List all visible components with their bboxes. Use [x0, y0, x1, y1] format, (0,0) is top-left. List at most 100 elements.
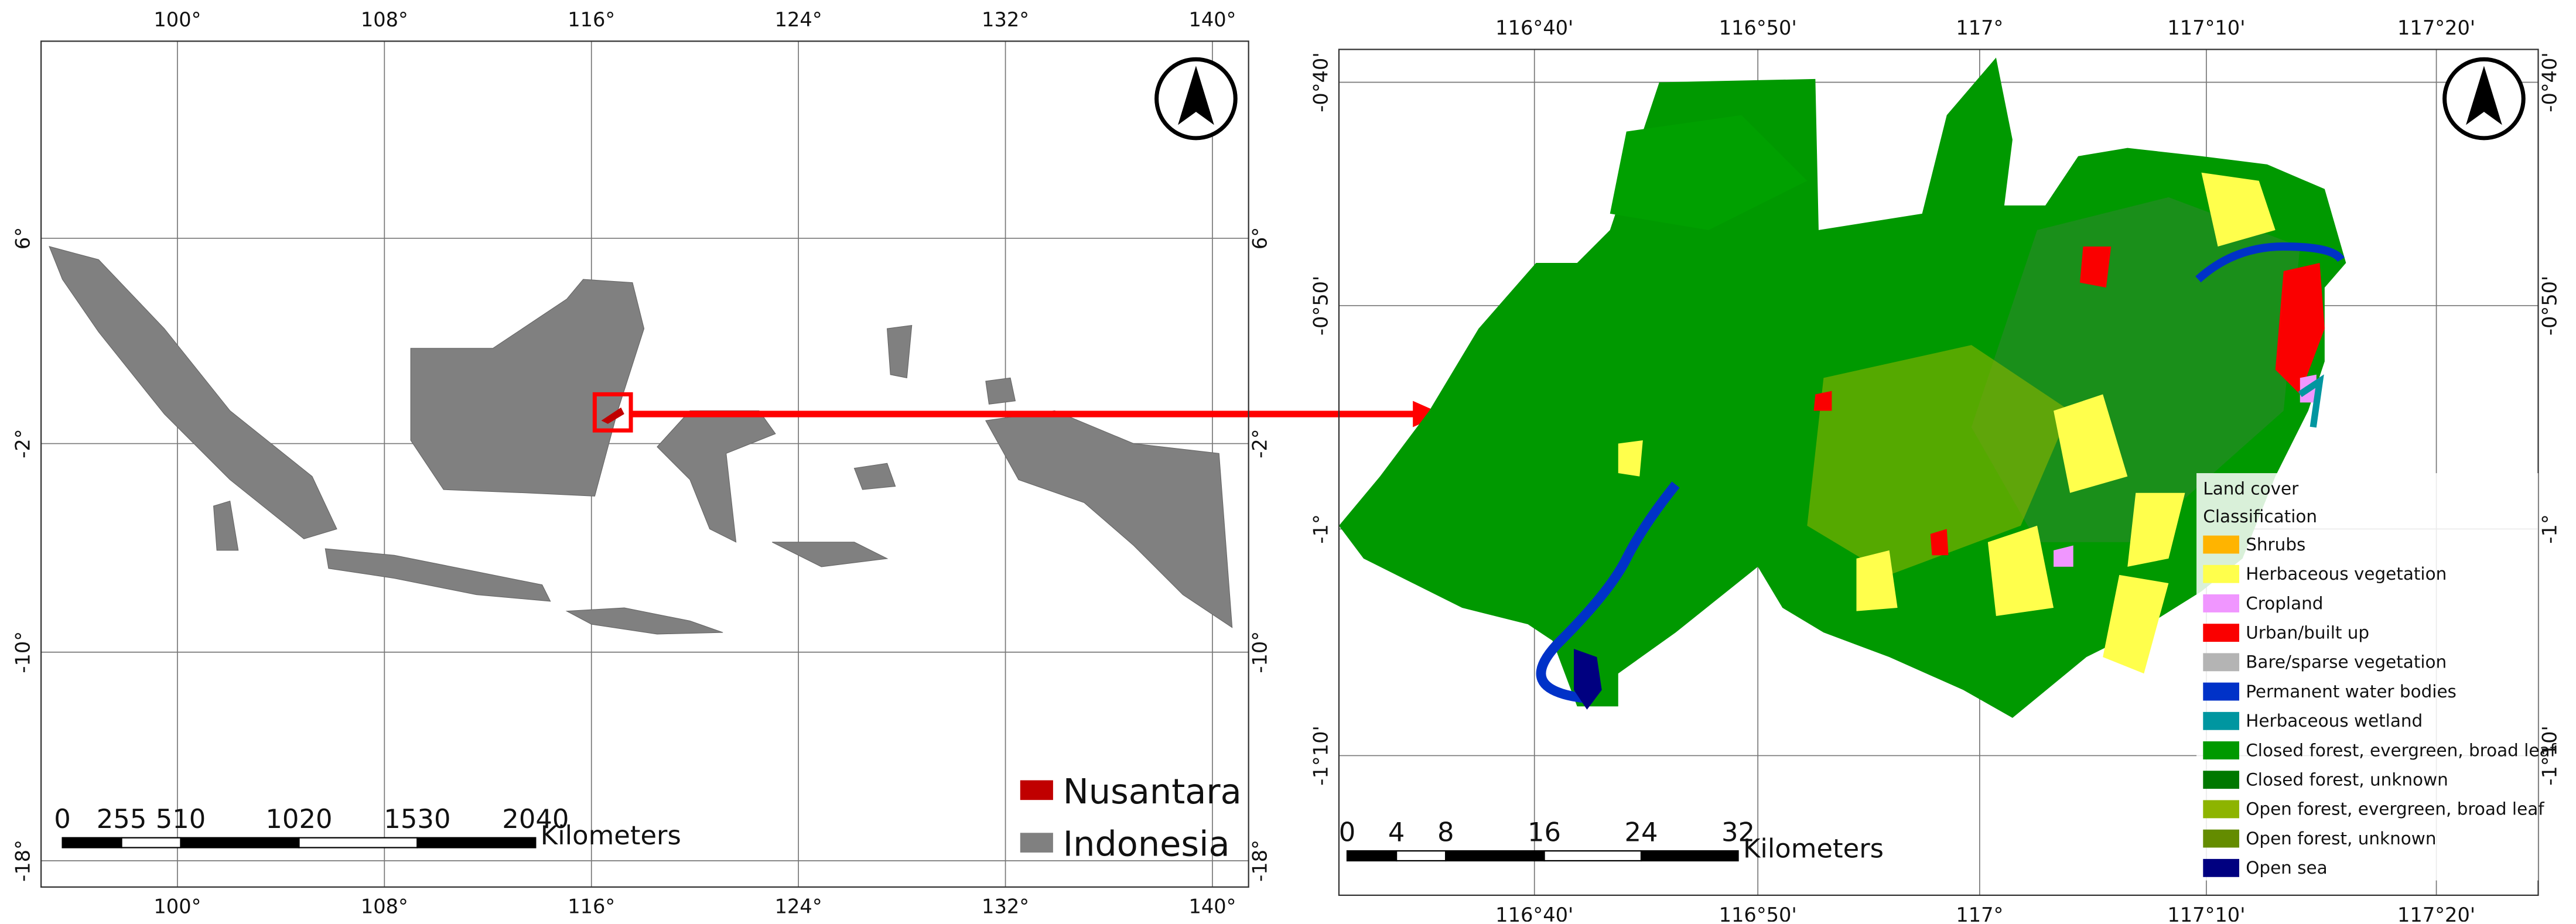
scale-bar-segment [1640, 850, 1739, 862]
lat-tick-label: 6° [11, 227, 34, 249]
lat-tick-label: -18° [1249, 840, 1272, 882]
lon-tick-label: 116°40' [1495, 904, 1573, 922]
lon-tick-label: 100° [153, 8, 201, 31]
legend-swatch [2203, 624, 2240, 642]
land-cover-map [1338, 57, 2346, 718]
left-frame [40, 40, 1249, 888]
lon-tick-label: 140° [1188, 895, 1236, 918]
lon-tick-label: 100° [153, 895, 201, 918]
lat-tick-label: -1°10' [1309, 725, 1332, 785]
lon-tick-label: 108° [361, 8, 408, 31]
legend-label: Nusantara [1063, 771, 1242, 812]
scale-label: 255 [97, 803, 147, 834]
lon-tick-label: 124° [775, 8, 822, 31]
scale-label: 32 [1721, 816, 1755, 847]
lon-tick-label: 117°20' [2397, 904, 2475, 922]
lat-tick-label: -2° [1249, 429, 1272, 458]
scale-unit: Kilometers [541, 820, 681, 851]
scale-label: 24 [1624, 816, 1658, 847]
lat-tick-label: 6° [1249, 227, 1272, 249]
legend-label: Open forest, unknown [2246, 829, 2436, 848]
scale-bar-segment [298, 837, 418, 848]
scale-label: 510 [156, 803, 206, 834]
scale-label: 16 [1528, 816, 1561, 847]
legend-swatch [2203, 653, 2240, 672]
legend-label: Closed forest, evergreen, broad leaf [2246, 740, 2556, 760]
legend-swatch [1020, 780, 1053, 800]
scale-label: 2040 [502, 803, 569, 834]
scale-unit: Kilometers [1743, 833, 1884, 864]
legend-label: Herbaceous vegetation [2246, 564, 2447, 584]
lat-tick-label: -10° [1249, 631, 1272, 673]
legend-label: Herbaceous wetland [2246, 711, 2423, 731]
scale-bar-segment [180, 837, 300, 848]
lon-tick-label: 116° [568, 895, 615, 918]
scale-label: 0 [54, 803, 71, 834]
legend-label: Open forest, evergreen, broad leaf [2246, 799, 2544, 819]
legend-swatch [2203, 594, 2240, 612]
lon-tick-label: 117° [1956, 904, 2003, 922]
legend-swatch [2203, 711, 2240, 730]
scale-label: 4 [1388, 816, 1405, 847]
lon-tick-label: 124° [775, 895, 822, 918]
legend-swatch [1020, 833, 1053, 853]
scale-bar-segment [1395, 850, 1447, 862]
legend-label: Urban/built up [2246, 622, 2369, 642]
legend-swatch [2203, 800, 2240, 819]
scale-label: 1020 [265, 803, 332, 834]
lat-tick-label: -0°40' [1309, 52, 1332, 112]
indonesia-land [49, 246, 1233, 635]
legend-subtitle: Classification [2203, 507, 2317, 526]
lon-tick-label: 117°10' [2167, 904, 2245, 922]
lat-tick-label: -1°10' [2538, 725, 2561, 785]
legend-label: Cropland [2246, 593, 2323, 613]
lon-tick-label: 116° [568, 8, 615, 31]
north-arrow [2442, 57, 2526, 141]
lat-tick-label: -0°50' [2538, 276, 2561, 336]
legend-swatch [2203, 858, 2240, 877]
legend-label: Open sea [2246, 858, 2327, 878]
scale-bar-segment [416, 837, 537, 848]
lon-tick-label: 116°50' [1719, 16, 1797, 39]
lon-tick-label: 140° [1188, 8, 1236, 31]
legend-label: Bare/sparse vegetation [2246, 652, 2447, 672]
lat-tick-label: -2° [11, 429, 34, 458]
right-frame [1338, 49, 2539, 896]
legend-swatch [2203, 682, 2240, 701]
lon-tick-label: 108° [361, 895, 408, 918]
lat-tick-label: -1° [1309, 514, 1332, 543]
legend-swatch [2203, 564, 2240, 583]
labels: 100° 100° 108° 108° 116° 116° 124° 124° 132° 132°… [11, 8, 2561, 924]
legend-swatch [2203, 741, 2240, 759]
lon-tick-label: 117°10' [2167, 16, 2245, 39]
legend-label: Closed forest, unknown [2246, 770, 2448, 790]
lon-tick-label: 132° [982, 8, 1029, 31]
lon-tick-label: 117°20' [2397, 16, 2475, 39]
scale-label: 0 [1339, 816, 1356, 847]
scale-bar-segment [121, 837, 182, 848]
scale-label: 1530 [384, 803, 450, 834]
scale-bar-segment [1346, 850, 1398, 862]
legend-label: Shrubs [2246, 535, 2305, 555]
lat-tick-label: -10° [11, 631, 34, 673]
lat-tick-label: -0°40' [2538, 52, 2561, 112]
legend-swatch [2203, 829, 2240, 848]
legend-label: Indonesia [1063, 824, 1230, 864]
legend-title: Land cover [2203, 478, 2299, 498]
legend-box [2196, 473, 2539, 881]
scale-bar-segment [62, 837, 122, 848]
legend-label: Permanent water bodies [2246, 682, 2457, 701]
lat-tick-label: -1° [2538, 514, 2561, 543]
nusantara-area [601, 407, 624, 424]
scale-bar-segment [1445, 850, 1545, 862]
lat-tick-label: -0°50' [1309, 276, 1332, 336]
scale-label: 8 [1437, 816, 1454, 847]
lon-tick-label: 132° [982, 895, 1029, 918]
legend-swatch [2203, 771, 2240, 789]
north-arrow [1154, 57, 1238, 141]
lat-tick-label: -18° [11, 840, 34, 882]
lon-tick-label: 117° [1956, 16, 2003, 39]
lon-tick-label: 116°50' [1719, 904, 1797, 922]
